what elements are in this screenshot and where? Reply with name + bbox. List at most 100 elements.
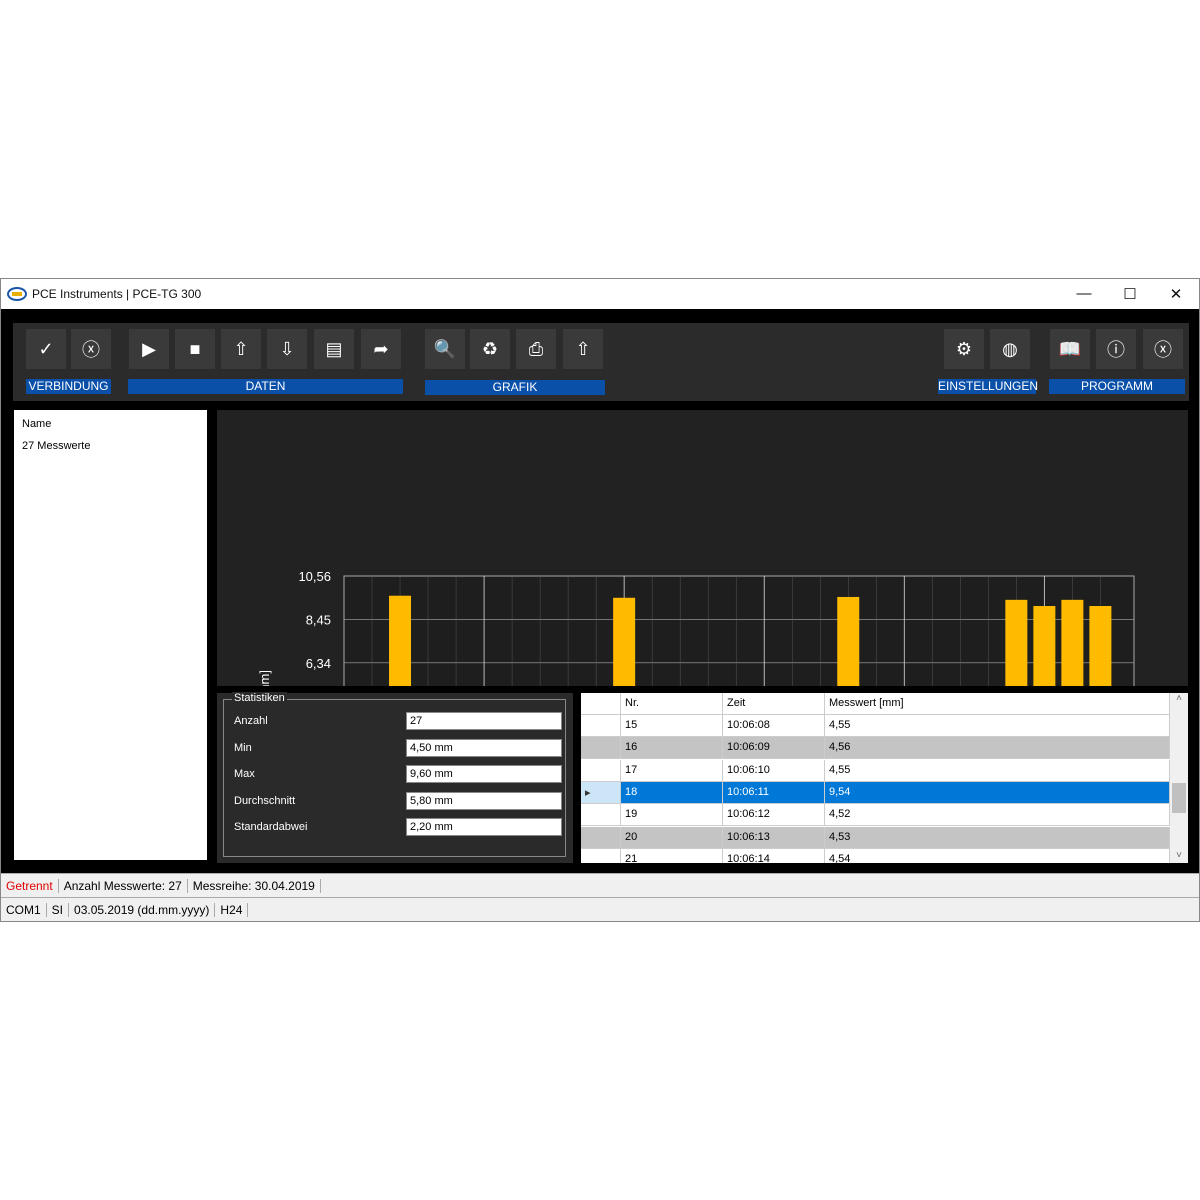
table-cell[interactable]: 16 [621,737,723,759]
table-row[interactable]: 15 10:06:08 4,55 [581,715,1170,737]
export-report-button[interactable]: ➦ [361,329,401,369]
row-header[interactable] [581,826,621,848]
disconnect-button[interactable]: ⓧ [71,329,111,369]
exit-button[interactable]: ⓧ [1143,329,1183,369]
table-cell[interactable]: 4,55 [825,759,1170,781]
row-header[interactable] [581,715,621,736]
scroll-down-icon[interactable]: ˅ [1176,850,1182,861]
table-cell[interactable]: 10:06:08 [723,715,825,736]
scroll-thumb[interactable] [1172,783,1186,813]
table-cell[interactable]: 4,55 [825,715,1170,736]
table-row[interactable]: ▸ 18 10:06:11 9,54 [581,781,1170,804]
bar [389,595,412,793]
minimize-button[interactable]: — [1076,285,1092,302]
table-row[interactable]: 17 10:06:10 4,55 [581,759,1170,782]
print-button[interactable]: ⎙ [516,329,556,369]
zoom-icon: 🔍 [433,338,457,359]
upload-icon: ⇧ [233,338,249,359]
statistics-legend: Statistiken [232,692,287,704]
table-cell[interactable]: 4,53 [825,826,1170,848]
measurement-list[interactable]: Name 27 Messwerte [14,410,207,860]
info-icon: ⓘ [1107,340,1125,360]
export-excel-button[interactable]: ▤ [314,329,354,369]
stat-value-field[interactable]: 9,60 mm [406,765,562,783]
group-label-programm: PROGRAMM [1049,379,1185,394]
reset-button[interactable]: ♻ [470,329,510,369]
scroll-up-icon[interactable]: ˄ [1176,693,1182,704]
table-header: Nr. Zeit Messwert [mm] [581,693,1170,715]
row-header[interactable] [581,759,621,781]
save-button[interactable]: ⇩ [267,329,307,369]
stat-label: Min [234,741,252,754]
zoom-button[interactable]: 🔍 [425,329,465,369]
close-button[interactable]: ✕ [1169,286,1183,303]
table-cell[interactable]: 21 [621,848,723,863]
table-row[interactable]: 21 10:06:14 4,54 [581,848,1170,863]
list-item[interactable]: 27 Messwerte [22,440,91,452]
table-cell[interactable]: 10:06:12 [723,804,825,826]
maximize-button[interactable]: ☐ [1123,286,1137,303]
bar [1033,606,1056,793]
group-label-einstellungen: EINSTELLUNGEN [938,379,1039,394]
gear-button[interactable]: ⚙ [944,329,984,369]
stat-value-field[interactable]: 4,50 mm [406,738,562,757]
row-header[interactable] [581,804,621,826]
print-icon: ⎙ [528,338,544,359]
stat-value-field[interactable]: 5,80 mm [406,791,562,810]
save-icon: ⇩ [279,338,295,359]
reset-icon: ♻ [481,338,499,359]
statistics-panel: Statistiken Anzahl 27 Min 4,50 mm Max 9,60 mm… [217,692,573,863]
stop-button[interactable]: ■ [175,329,215,369]
table-cell[interactable]: 10:06:13 [723,826,825,848]
row-header [581,693,621,714]
data-table[interactable]: ˄ ˅ Nr. Zeit Messwert [mm] 15 10:06:08 4,55 16… [581,693,1188,863]
table-cell[interactable]: 4,54 [825,848,1170,863]
graph-export-icon: ⇧ [575,338,591,359]
table-cell[interactable]: 9,54 [825,781,1170,803]
group-label-daten: DATEN [128,379,403,394]
disconnect-icon: ⓧ [82,340,100,360]
status-bar-2: COM1 SI 03.05.2019 (dd.mm.yyyy) H24 [1,897,1199,921]
table-row[interactable]: 19 10:06:12 4,52 [581,804,1170,827]
table-cell[interactable]: 18 [621,781,723,803]
table-cell[interactable]: 17 [621,759,723,781]
row-header[interactable] [581,737,621,759]
stop-icon: ■ [189,338,201,359]
info-button[interactable]: ⓘ [1096,329,1136,369]
table-cell[interactable]: 10:06:10 [723,759,825,781]
check-button[interactable]: ✓ [26,329,66,369]
manual-button[interactable]: 📖 [1050,329,1090,369]
table-row[interactable]: 20 10:06:13 4,53 [581,826,1170,849]
table-cell[interactable]: 20 [621,826,723,848]
bar [1005,599,1028,793]
y-tick-label: 6,34 [306,656,331,671]
row-header[interactable] [581,848,621,863]
bar [1061,599,1084,793]
table-cell[interactable]: 15 [621,715,723,736]
pce-logo-icon [7,287,27,301]
play-button[interactable]: ▶ [129,329,169,369]
connection-status: Getrennt [1,878,59,893]
table-cell[interactable]: 4,52 [825,804,1170,826]
table-cell[interactable]: 10:06:09 [723,737,825,759]
stat-value-field[interactable]: 2,20 mm [406,818,562,836]
table-row[interactable]: 16 10:06:09 4,56 [581,737,1170,760]
table-cell[interactable]: 19 [621,804,723,826]
table-cell[interactable]: 10:06:11 [723,781,825,803]
export-report-icon: ➦ [373,338,389,359]
row-header[interactable]: ▸ [581,781,621,803]
upload-button[interactable]: ⇧ [221,329,261,369]
bar [837,596,860,793]
window-title: PCE Instruments | PCE-TG 300 [32,287,202,301]
table-cell[interactable]: 4,56 [825,737,1170,759]
com-port: COM1 [1,902,47,917]
stat-value-field[interactable]: 27 [406,712,562,730]
graph-export-button[interactable]: ⇧ [563,329,603,369]
toolbar: ✓ ⓧ ▶ ■ ⇧ ⇩ ▤ ➦ 🔍 ♻ ⎙ ⇧ ⚙ ◍ 📖 ⓘ ⓧ VERBINDUNG DATEN GRAFIK EI… [13,323,1189,401]
column-header: Zeit [723,693,825,714]
exit-icon: ⓧ [1154,340,1172,360]
globe-button[interactable]: ◍ [990,329,1030,369]
table-cell[interactable]: 10:06:14 [723,848,825,863]
vertical-scrollbar[interactable]: ˄ ˅ [1170,693,1188,863]
